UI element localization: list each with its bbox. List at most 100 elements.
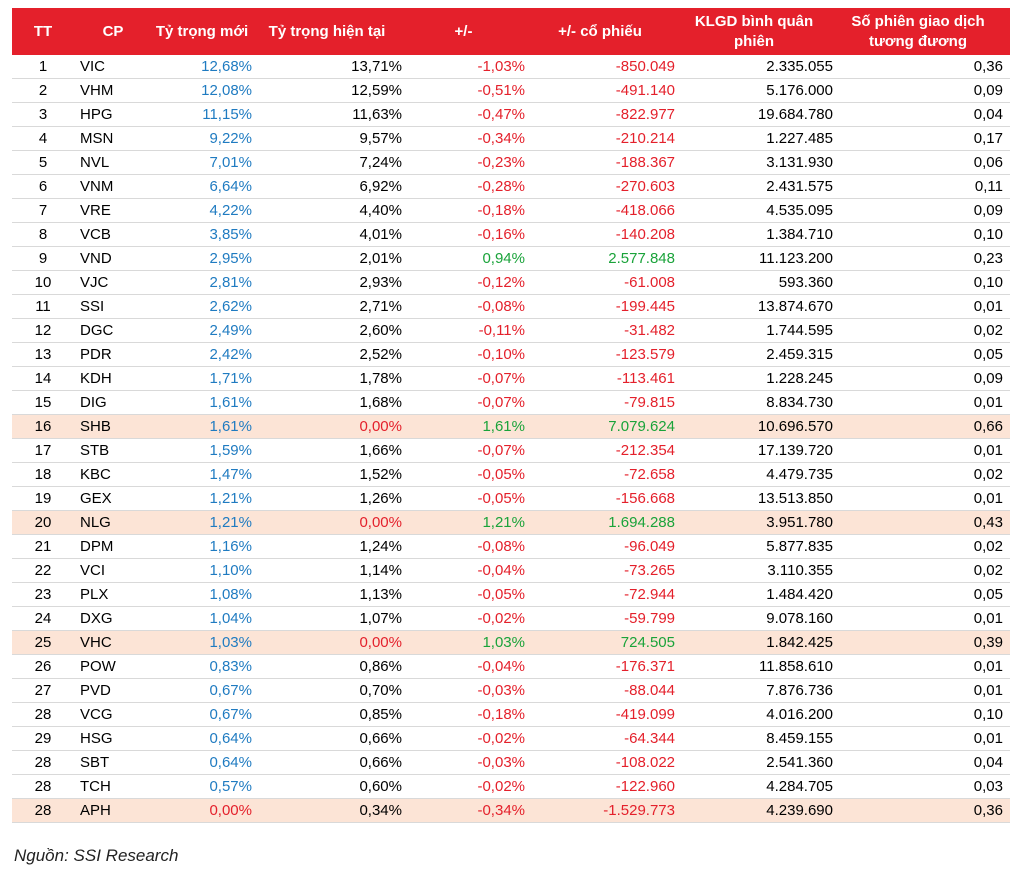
cell-current-weight: 0,00%: [359, 514, 402, 531]
table-row: 3 HPG 11,15% 11,63% -0,47% -822.977 19.684.780…: [12, 103, 1010, 127]
cell-share-change: -59.799: [624, 610, 675, 627]
table-row: 28 VCG 0,67% 0,85% -0,18% -419.099 4.016.200 0,…: [12, 703, 1010, 727]
cell-avg-volume: 2.431.575: [766, 178, 833, 195]
cell-share-change: -199.445: [615, 298, 675, 315]
cell-tt: 20: [34, 514, 52, 531]
cell-ticker: PVD: [80, 682, 111, 699]
cell-change: -0,08%: [477, 298, 525, 315]
cell-tt: 23: [34, 586, 52, 603]
cell-avg-volume: 4.284.705: [766, 778, 833, 795]
cell-ticker: TCH: [80, 778, 111, 795]
cell-avg-volume: 19.684.780: [757, 106, 833, 123]
cell-sessions: 0,01: [973, 394, 1003, 411]
cell-current-weight: 1,14%: [359, 562, 402, 579]
cell-avg-volume: 8.834.730: [766, 394, 833, 411]
cell-current-weight: 0,60%: [359, 778, 402, 795]
cell-share-change: -156.668: [615, 490, 675, 507]
cell-tt: 17: [34, 442, 52, 459]
cell-share-change: -123.579: [615, 346, 675, 363]
cell-tt: 6: [38, 178, 48, 195]
cell-change: 0,94%: [482, 250, 525, 267]
cell-sessions: 0,09: [973, 82, 1003, 99]
cell-change: -0,03%: [477, 682, 525, 699]
cell-current-weight: 1,68%: [359, 394, 402, 411]
table-row: 18 KBC 1,47% 1,52% -0,05% -72.658 4.479.735 0,0…: [12, 463, 1010, 487]
cell-sessions: 0,66: [973, 418, 1003, 435]
cell-tt: 28: [34, 778, 52, 795]
cell-avg-volume: 8.459.155: [766, 730, 833, 747]
cell-ticker: NVL: [80, 154, 110, 171]
cell-ticker: VHC: [80, 634, 112, 651]
cell-current-weight: 1,78%: [359, 370, 402, 387]
cell-share-change: -31.482: [624, 322, 675, 339]
cell-tt: 24: [34, 610, 52, 627]
table-row: 25 VHC 1,03% 0,00% 1,03% 724.505 1.842.425 0,39: [12, 631, 1010, 655]
cell-share-change: -188.367: [615, 154, 675, 171]
cell-ticker: HPG: [80, 106, 113, 123]
header-share-change: +/- cổ phiếu: [558, 22, 642, 40]
cell-tt: 19: [34, 490, 52, 507]
table-row: 20 NLG 1,21% 0,00% 1,21% 1.694.288 3.951.780 0,…: [12, 511, 1010, 535]
cell-new-weight: 2,49%: [209, 322, 252, 339]
cell-ticker: VNM: [80, 178, 114, 195]
cell-avg-volume: 1.227.485: [766, 130, 833, 147]
cell-current-weight: 4,40%: [359, 202, 402, 219]
cell-ticker: SBT: [80, 754, 110, 771]
cell-change: -0,02%: [477, 778, 525, 795]
cell-change: 1,03%: [482, 634, 525, 651]
table-row: 23 PLX 1,08% 1,13% -0,05% -72.944 1.484.420 0,0…: [12, 583, 1010, 607]
cell-change: -0,08%: [477, 538, 525, 555]
cell-sessions: 0,04: [973, 754, 1003, 771]
cell-avg-volume: 5.877.835: [766, 538, 833, 555]
cell-share-change: 2.577.848: [608, 250, 675, 267]
cell-change: 1,21%: [482, 514, 525, 531]
table-row: 28 SBT 0,64% 0,66% -0,03% -108.022 2.541.360 0,…: [12, 751, 1010, 775]
header-change: +/-: [454, 22, 473, 40]
cell-new-weight: 12,08%: [201, 82, 252, 99]
cell-sessions: 0,36: [973, 802, 1003, 819]
cell-current-weight: 1,52%: [359, 466, 402, 483]
cell-new-weight: 1,21%: [209, 490, 252, 507]
cell-tt: 18: [34, 466, 52, 483]
table-row: 7 VRE 4,22% 4,40% -0,18% -418.066 4.535.095 0,0…: [12, 199, 1010, 223]
cell-tt: 2: [38, 82, 48, 99]
cell-change: -0,34%: [477, 130, 525, 147]
cell-share-change: -72.944: [624, 586, 675, 603]
cell-change: -0,47%: [477, 106, 525, 123]
cell-current-weight: 13,71%: [351, 58, 402, 75]
cell-change: -0,03%: [477, 754, 525, 771]
cell-current-weight: 0,00%: [359, 418, 402, 435]
cell-avg-volume: 4.535.095: [766, 202, 833, 219]
cell-current-weight: 0,34%: [359, 802, 402, 819]
cell-new-weight: 1,61%: [209, 418, 252, 435]
cell-share-change: -108.022: [615, 754, 675, 771]
cell-new-weight: 3,85%: [209, 226, 252, 243]
cell-new-weight: 1,71%: [209, 370, 252, 387]
cell-new-weight: 11,15%: [202, 106, 252, 123]
cell-avg-volume: 4.479.735: [766, 466, 833, 483]
cell-avg-volume: 9.078.160: [766, 610, 833, 627]
cell-share-change: -61.008: [624, 274, 675, 291]
cell-new-weight: 1,16%: [209, 538, 252, 555]
cell-ticker: VRE: [80, 202, 111, 219]
cell-change: -0,02%: [477, 610, 525, 627]
cell-sessions: 0,02: [973, 562, 1003, 579]
cell-current-weight: 1,13%: [359, 586, 402, 603]
table-row: 12 DGC 2,49% 2,60% -0,11% -31.482 1.744.595 0,0…: [12, 319, 1010, 343]
cell-share-change: -88.044: [624, 682, 675, 699]
cell-change: -0,28%: [477, 178, 525, 195]
cell-avg-volume: 11.123.200: [759, 250, 833, 267]
table-row: 8 VCB 3,85% 4,01% -0,16% -140.208 1.384.710 0,1…: [12, 223, 1010, 247]
cell-share-change: -1.529.773: [603, 802, 675, 819]
cell-current-weight: 9,57%: [359, 130, 402, 147]
cell-avg-volume: 13.513.850: [757, 490, 833, 507]
cell-avg-volume: 3.131.930: [766, 154, 833, 171]
cell-ticker: DXG: [80, 610, 113, 627]
cell-tt: 7: [38, 202, 48, 219]
cell-change: -0,51%: [477, 82, 525, 99]
cell-ticker: KBC: [80, 466, 111, 483]
cell-change: -0,16%: [477, 226, 525, 243]
cell-tt: 4: [38, 130, 48, 147]
cell-tt: 8: [38, 226, 48, 243]
cell-current-weight: 1,24%: [359, 538, 402, 555]
